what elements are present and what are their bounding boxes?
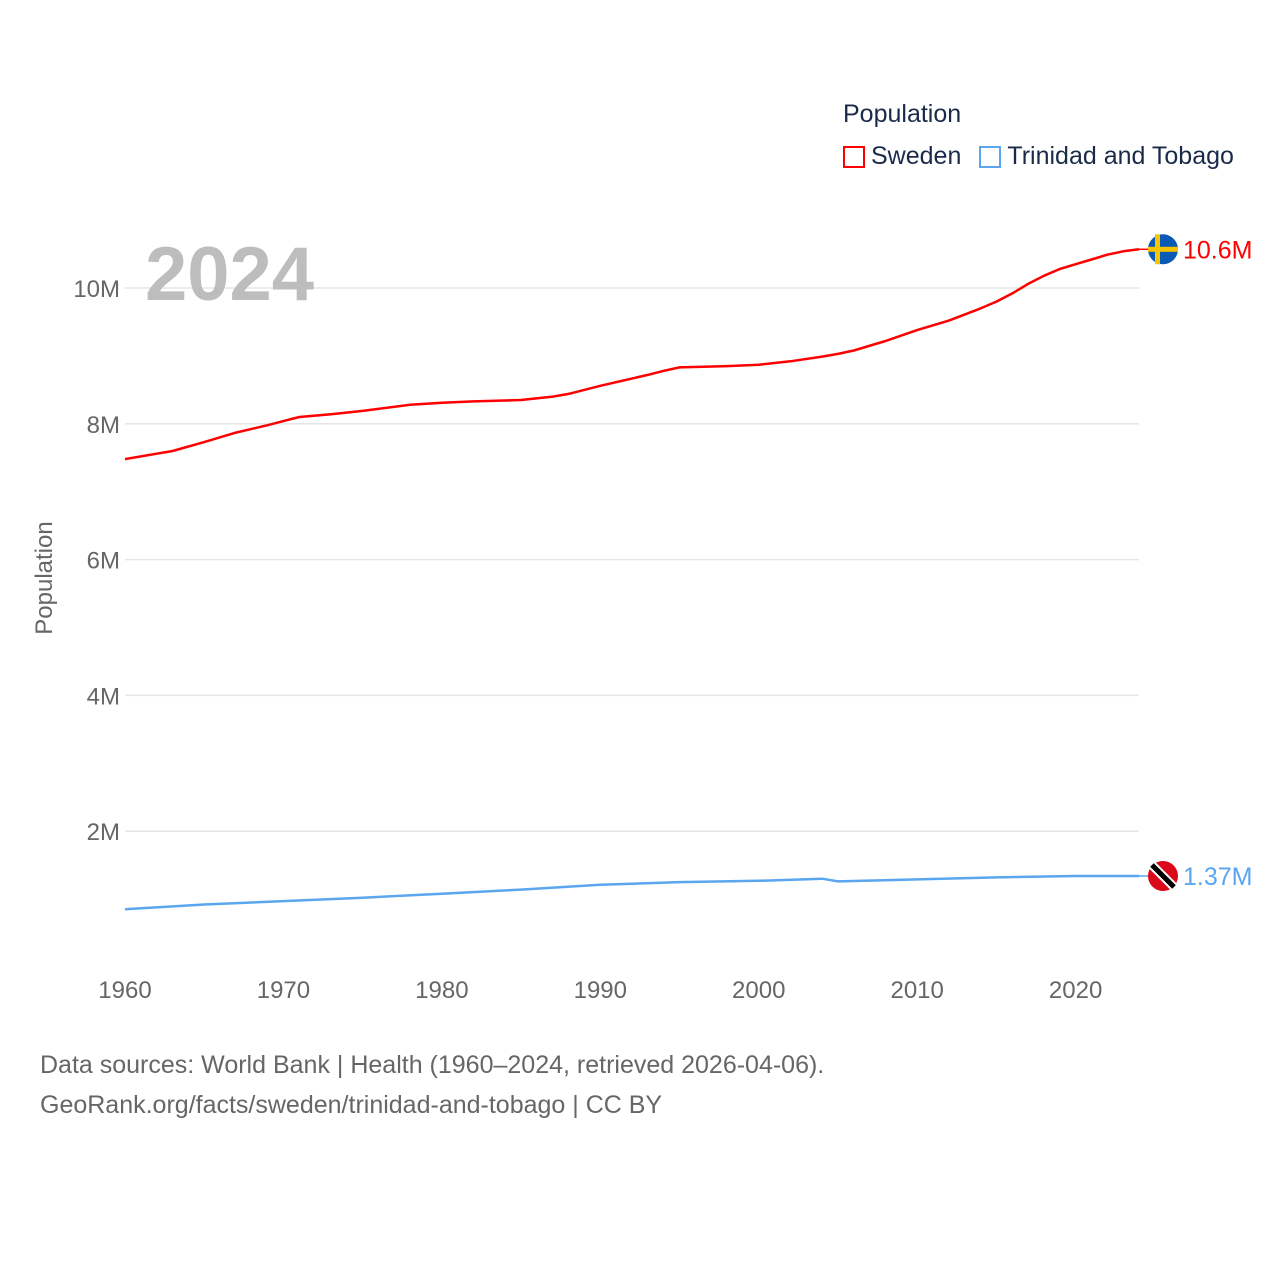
legend-title: Population — [843, 100, 962, 128]
x-tick-label: 1960 — [98, 977, 151, 1004]
y-tick-label: 8M — [87, 412, 120, 439]
source-line: Data sources: World Bank | Health (1960–… — [40, 1051, 825, 1079]
y-tick-label: 2M — [87, 819, 120, 846]
x-tick-label: 1980 — [415, 977, 468, 1004]
x-tick-label: 1990 — [574, 977, 627, 1004]
flag-stripe — [1150, 863, 1176, 889]
legend-label: Trinidad and Tobago — [1007, 142, 1234, 170]
y-tick-label: 10M — [73, 276, 120, 303]
legend: Sweden Trinidad and Tobago — [843, 142, 1234, 171]
x-tick-label: 1970 — [257, 977, 310, 1004]
y-axis-title: Population — [31, 521, 58, 634]
x-tick-label: 2000 — [732, 977, 785, 1004]
source-note: Data sources: World Bank | Health (1960–… — [40, 1045, 824, 1125]
y-tick-label: 6M — [87, 548, 120, 575]
legend-label: Sweden — [871, 142, 962, 170]
source-link[interactable]: GeoRank.org/facts/sweden/trinidad-and-to… — [40, 1091, 663, 1119]
legend-item-sweden[interactable]: Sweden — [843, 142, 961, 171]
year-watermark: 2024 — [145, 232, 314, 317]
legend-item-trinidad[interactable]: Trinidad and Tobago — [979, 142, 1234, 171]
legend-swatch — [979, 145, 1002, 168]
x-tick-label: 2010 — [890, 977, 943, 1004]
series-line-1 — [124, 874, 1139, 911]
legend-swatch — [843, 145, 865, 168]
end-value-label: 1.37M — [1183, 863, 1252, 891]
series-line-0 — [124, 248, 1140, 461]
flag-cross — [1148, 246, 1178, 252]
x-tick-label: 2020 — [1049, 977, 1102, 1004]
y-tick-label: 4M — [87, 683, 120, 710]
end-value-label: 10.6M — [1183, 236, 1252, 264]
